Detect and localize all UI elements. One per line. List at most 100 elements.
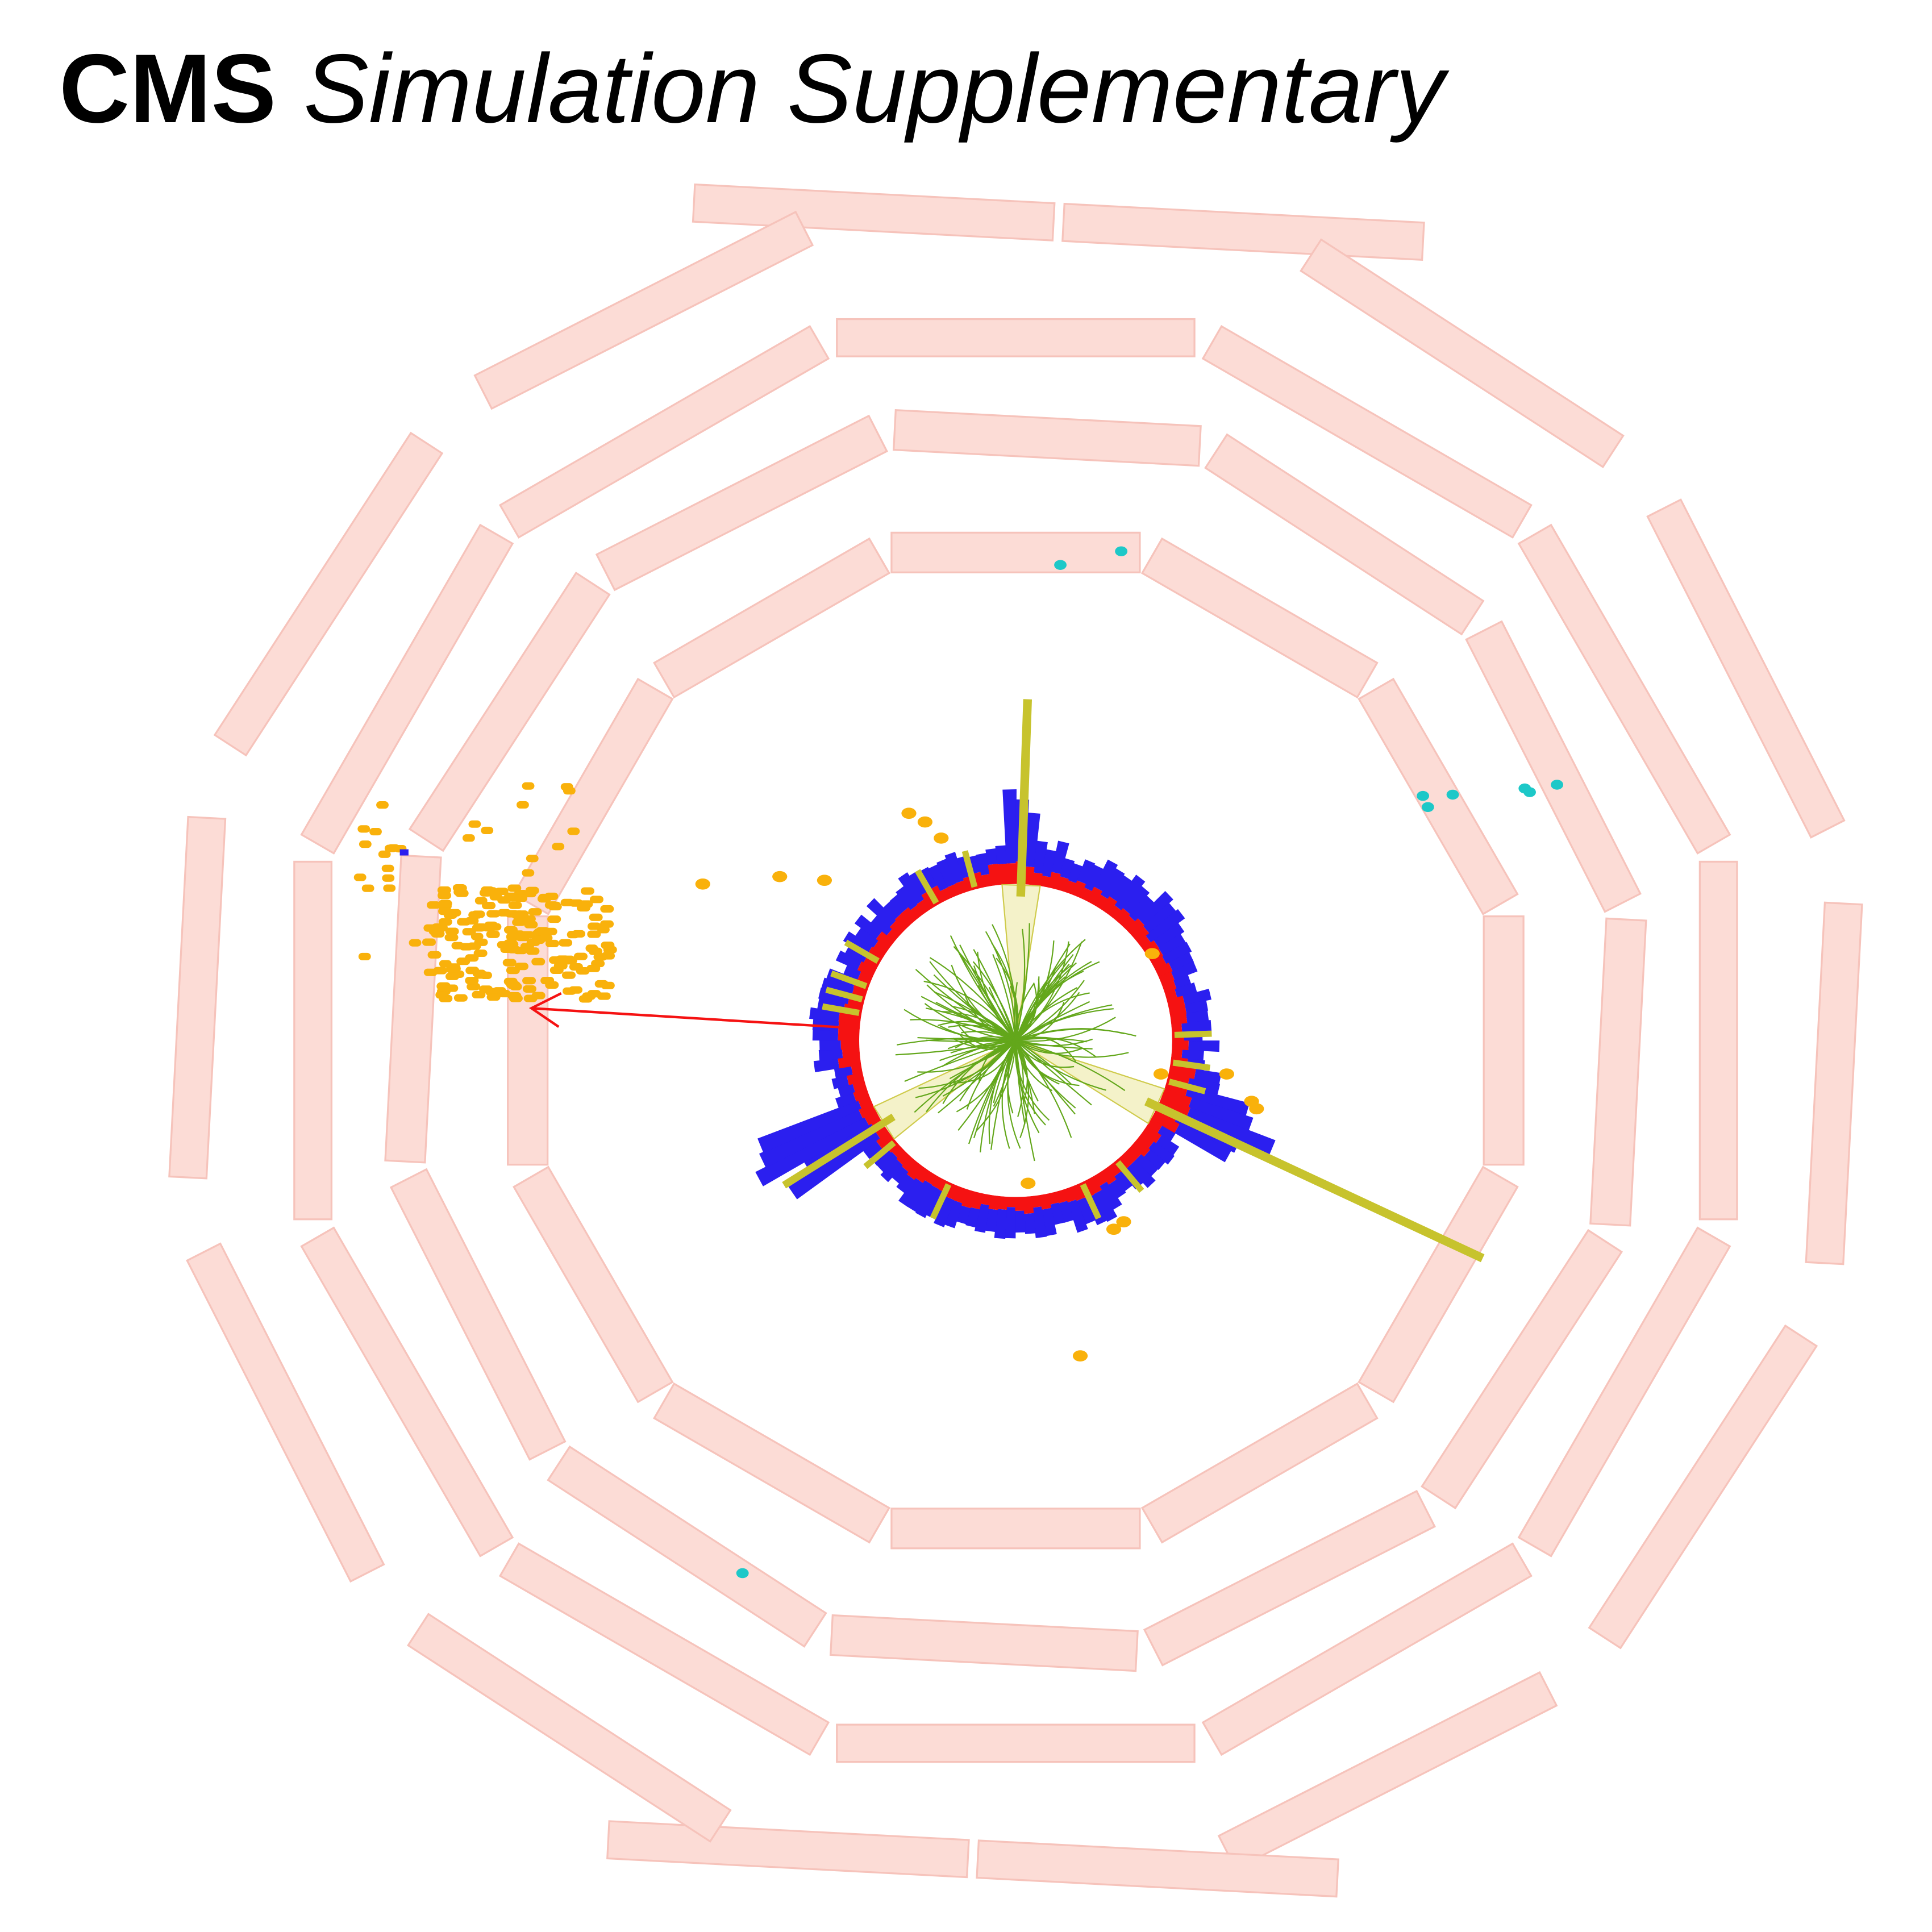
muon-hit [531,992,546,1000]
muon-hit [433,967,447,975]
ecal-tower [1107,1162,1122,1177]
muon-hit [540,934,553,942]
muon-hit [481,826,494,834]
ecal-tower [980,1193,992,1206]
ecal-tower [955,880,968,895]
muon-chamber [300,523,514,855]
muon-hit [561,971,576,979]
muon-hit [1153,1068,1169,1080]
muon-hit [438,900,452,907]
hcal-tower [1033,840,1048,874]
track [1015,1040,1039,1102]
muon-hit [522,869,535,877]
hcal-tower [896,885,918,911]
jet-axis [1144,1097,1485,1263]
hcal-tower [890,894,909,914]
muon-hit [601,941,615,950]
hcal-tower [1148,1141,1175,1165]
ecal-tower [838,1030,860,1041]
ecal-tower [928,885,946,905]
ecal-tower [876,1132,894,1149]
muon-chamber [547,1445,827,1648]
muon-chamber [1465,620,1642,913]
muon-chamber [389,1168,567,1461]
hcal-tower [788,1131,881,1200]
hcal-tower [898,872,925,905]
muon-hit [438,918,452,926]
jet-tick [1174,1030,1212,1038]
muon-hit [1446,789,1459,800]
hcal-tower [812,1018,839,1031]
track [993,1040,1017,1107]
muon-hit [462,834,475,842]
hcal-tower [1157,1125,1176,1142]
muon-hit [382,874,395,882]
muon-hit [353,873,367,881]
muon-chamber [692,183,1056,242]
muon-hit [522,782,535,790]
ecal-tower [917,899,931,914]
muon-hit [601,981,615,989]
missing-et [528,992,855,1030]
ecal-tower [1126,918,1145,936]
hcal-tower [1185,1000,1209,1014]
muon-hit [1054,560,1067,570]
muon-chamber [1217,1671,1558,1871]
muon-chamber [1204,433,1485,636]
muon-hit [514,963,528,971]
muon-hit [535,927,549,935]
hcal-tower [936,858,956,888]
hcal-tower [854,914,882,939]
hcal-tower [1194,1069,1222,1085]
ecal-tower [906,1161,924,1180]
ecal-tower [840,1040,860,1050]
muon-hit [1219,1068,1234,1080]
tracker-tracks [895,923,1136,1161]
jet-tick [830,970,868,989]
track [929,957,1017,1041]
muon-hit [600,905,614,913]
muon-hit [578,995,593,1003]
track [992,954,1017,1041]
hcal-tower [1076,1197,1096,1225]
muon-chamber [1358,677,1519,915]
track [973,965,1017,1041]
muon-chamber [1300,238,1625,468]
muon-hit [503,926,518,934]
hcal-tower [1158,933,1186,956]
hcal-tower [1077,859,1096,884]
muon-hit [576,967,590,975]
ecal-tower [915,1167,931,1184]
hcal-tower [1174,1123,1232,1163]
muon-hit [508,901,522,909]
hcal-tower [1171,961,1198,980]
muon-chamber [1421,1229,1623,1510]
muon-hit [1115,546,1128,556]
muon-hit [817,875,832,886]
muon-hit [361,884,374,892]
hcal-tower [821,977,855,997]
hcal-tower [1002,789,1017,864]
ecal-tower [1142,1126,1161,1143]
hcal-tower [812,1029,839,1041]
muon-hit [427,951,442,959]
muon-chamber [1589,917,1647,1227]
track [1015,1040,1126,1092]
muon-chamber [513,1165,674,1404]
muon-hit [772,871,788,882]
hcal-tower [843,964,861,980]
track [915,969,1016,1042]
ecal-tower [1151,1111,1180,1133]
muon-hit [597,926,610,934]
muon-hit [376,801,389,809]
track [1015,1038,1093,1047]
ecal-tower [901,1156,918,1173]
muon-chamber [1061,202,1425,261]
hcal-tower [1156,1135,1180,1156]
ecal-tower [980,873,992,888]
hcal-tower [1154,922,1185,948]
hcal-tower [1108,1179,1126,1199]
ecal-tower [873,940,890,956]
jet-tick [825,986,863,1002]
muon-hit [601,952,615,960]
